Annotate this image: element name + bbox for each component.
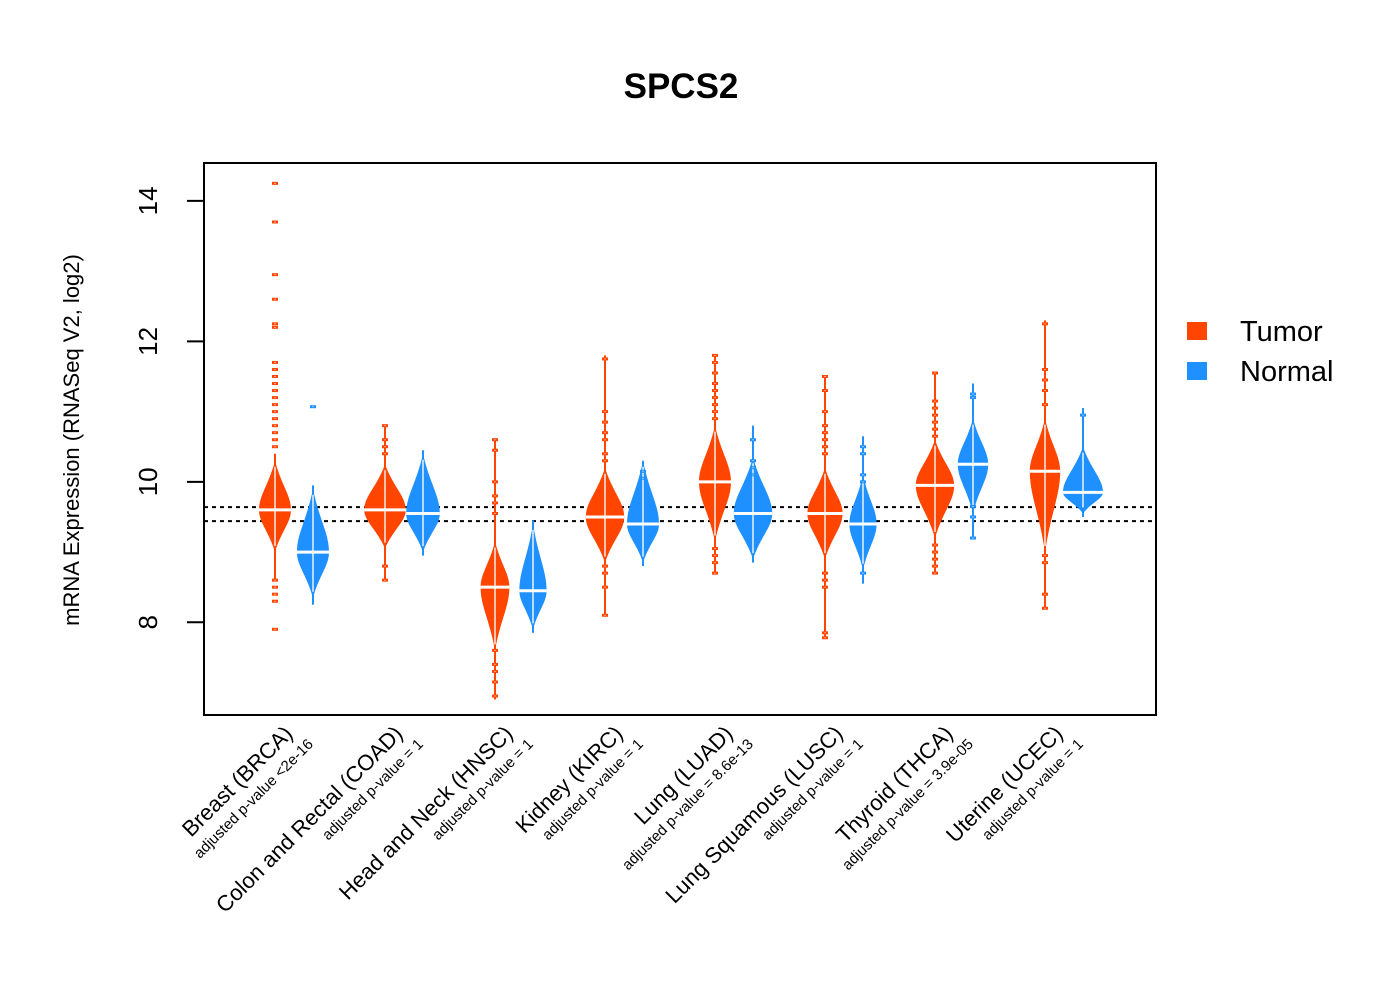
violin-tumor-5 [807,374,843,640]
plot-area [204,181,1156,700]
violin-tumor-4 [699,353,731,575]
violin-normal-0 [297,405,329,605]
violin-normal-3 [627,460,659,567]
x-axis-labels: Breast (BRCA)adjusted p-value <2e-16Colo… [177,721,1087,918]
y-tick-label: 12 [133,327,163,356]
legend: Tumor Normal [1187,316,1333,388]
violin-normal-2 [519,520,547,633]
y-axis: 8 10 12 14 [133,186,204,630]
violin-tumor-3 [585,355,625,617]
violin-normal-1 [406,450,440,556]
chart-title: SPCS2 [624,67,739,106]
violin-tumor-7 [1029,320,1061,610]
y-axis-label: mRNA Expression (RNASeq V2, log2) [59,254,84,626]
y-tick-label: 10 [133,467,163,496]
y-tick-label: 14 [133,186,163,215]
violin-tumor-0 [259,181,291,631]
legend-label-normal: Normal [1240,356,1333,388]
violin-normal-6 [957,383,989,540]
plot-frame [203,162,1157,716]
violin-tumor-6 [915,371,955,575]
legend-label-tumor: Tumor [1240,316,1323,348]
violin-normal-5 [849,436,877,584]
violin-tumor-1 [364,424,406,582]
legend-swatch-tumor [1187,322,1207,340]
violin-normal-4 [733,425,773,563]
legend-swatch-normal [1187,362,1207,380]
violin-tumor-2 [480,438,510,700]
violin-normal-7 [1063,408,1103,517]
y-tick-label: 8 [133,615,163,629]
